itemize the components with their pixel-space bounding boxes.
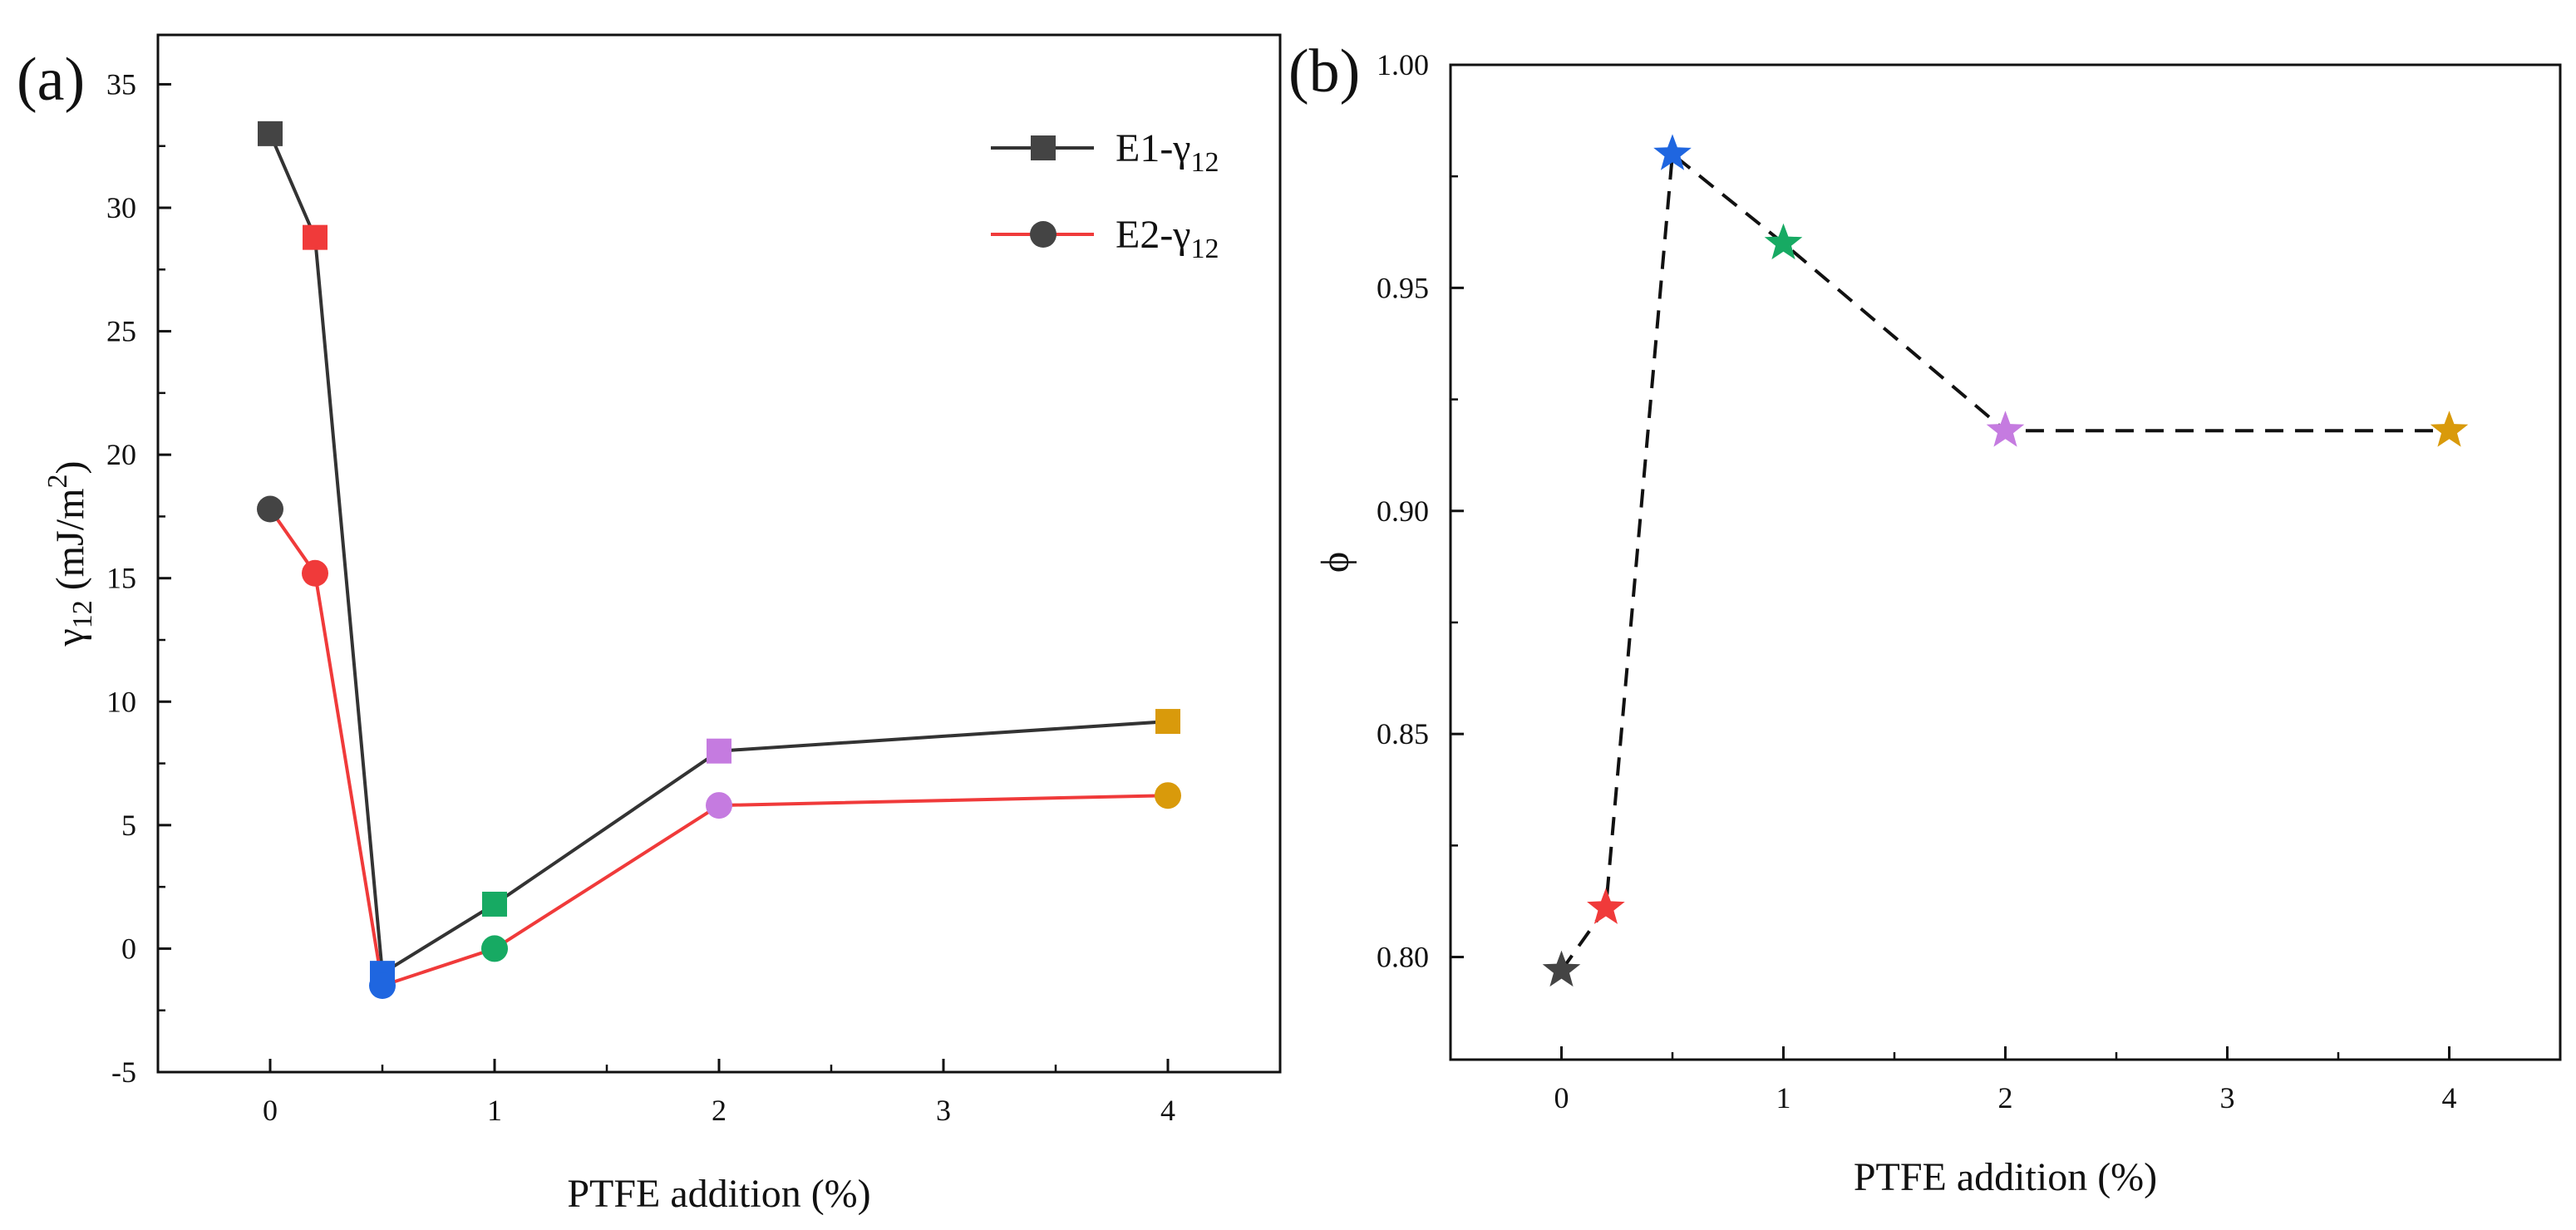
legend-label-series-1: E1-γ12 [1116, 126, 1219, 178]
panel-b-star-point [2430, 411, 2469, 447]
panel-a-series-1-point [1155, 709, 1180, 735]
panel-a-y-axis-label: γ12 (mJ/m2) [42, 461, 98, 647]
panel-b-plot-frame [1449, 63, 2562, 1061]
panel-a-y-tick-label: 20 [106, 438, 136, 471]
panel-b-y-axis-label: ϕ [1313, 552, 1357, 573]
panel-a-label: (a) [17, 46, 85, 114]
panel-a-series-1-point [258, 121, 283, 146]
panel-a-series-2-point [257, 495, 283, 523]
panel-a-y-tick-label: 5 [121, 809, 136, 842]
panel-b-star-point [1986, 411, 2025, 447]
panel-b-y-tick-label: 1.00 [1377, 48, 1429, 81]
panel-a-series-2-point [302, 559, 328, 587]
legend-label-series-2: E2-γ12 [1116, 213, 1219, 264]
panel-a-series-2-point [706, 792, 732, 819]
panel-a-series-1-point [482, 891, 507, 917]
panel-b-x-axis-label: PTFE addition (%) [1854, 1155, 2157, 1199]
panel-a-y-tick-label: 10 [106, 685, 136, 718]
panel-a-x-tick-label: 3 [936, 1094, 951, 1127]
panel-b-star-point [1542, 950, 1581, 987]
panel-a-x-tick-label: 1 [487, 1094, 502, 1127]
panel-a-y-tick-label: 0 [121, 932, 136, 965]
panel-b-y-tick-label: 0.85 [1377, 717, 1429, 750]
panel-a-series-2-point [1155, 782, 1181, 809]
panel-a-y-tick-label: 35 [106, 67, 136, 101]
legend-label-subscript: 12 [1191, 234, 1219, 264]
panel-b-star-point [1587, 888, 1625, 924]
panel-b-y-tick-label: 0.80 [1377, 941, 1429, 974]
panel-b-label: (b) [1288, 37, 1360, 106]
panel-a-x-tick-label: 0 [263, 1094, 278, 1127]
panel-b-star-point [1764, 223, 1803, 260]
panel-b-x-tick-label: 2 [1998, 1081, 2013, 1114]
panel-b-x-tick-label: 3 [2220, 1081, 2235, 1114]
panel-a-series-2-point [369, 972, 396, 999]
panel-a-plot-frame [156, 33, 1282, 1074]
panel-a-y-tick-label: 25 [106, 315, 136, 348]
panel-a-series-2-point [481, 935, 508, 962]
panel-a-x-tick-label: 4 [1160, 1094, 1175, 1127]
panel-a-y-label-symbol: γ [48, 628, 92, 647]
panel-a-y-label-subscript: 12 [67, 600, 98, 628]
panel-a-series-1-point [707, 738, 731, 764]
legend-label-main: E2-γ [1116, 213, 1191, 257]
panel-a-y-label-end: ) [48, 461, 92, 475]
panel-b-star-point [1653, 134, 1692, 170]
panel-b-x-tick-label: 1 [1776, 1081, 1791, 1114]
panel-b-x-tick-label: 0 [1554, 1081, 1569, 1114]
panel-b-y-tick-label: 0.95 [1377, 271, 1429, 304]
panel-b-x-tick-label: 4 [2442, 1081, 2457, 1114]
legend-label-main: E1-γ [1116, 126, 1191, 170]
panel-a-y-tick-label: 30 [106, 191, 136, 224]
legend-circle-marker [1030, 221, 1057, 248]
panel-a-y-tick-label: 15 [106, 562, 136, 595]
panel-a-x-tick-label: 2 [712, 1094, 727, 1127]
legend-square-marker [1031, 135, 1056, 160]
panel-a-y-tick-label: -5 [111, 1055, 136, 1089]
panel-a-series-1-point [303, 224, 328, 250]
panel-b-chart: 0.80 0.85 0.90 0.95 1.00 0 1 2 3 4 PTFE addition (… [1313, 48, 2562, 1199]
panel-a-y-label-unit: (mJ/m [48, 489, 92, 601]
panel-a-y-label-superscript: 2 [42, 475, 73, 489]
panel-b-y-tick-label: 0.90 [1377, 494, 1429, 528]
panel-a-x-axis-label: PTFE addition (%) [567, 1172, 870, 1216]
legend-label-subscript: 12 [1191, 147, 1219, 178]
panel-a-series-1-line [268, 133, 1169, 977]
panel-b-dashed-line [1559, 150, 2450, 972]
